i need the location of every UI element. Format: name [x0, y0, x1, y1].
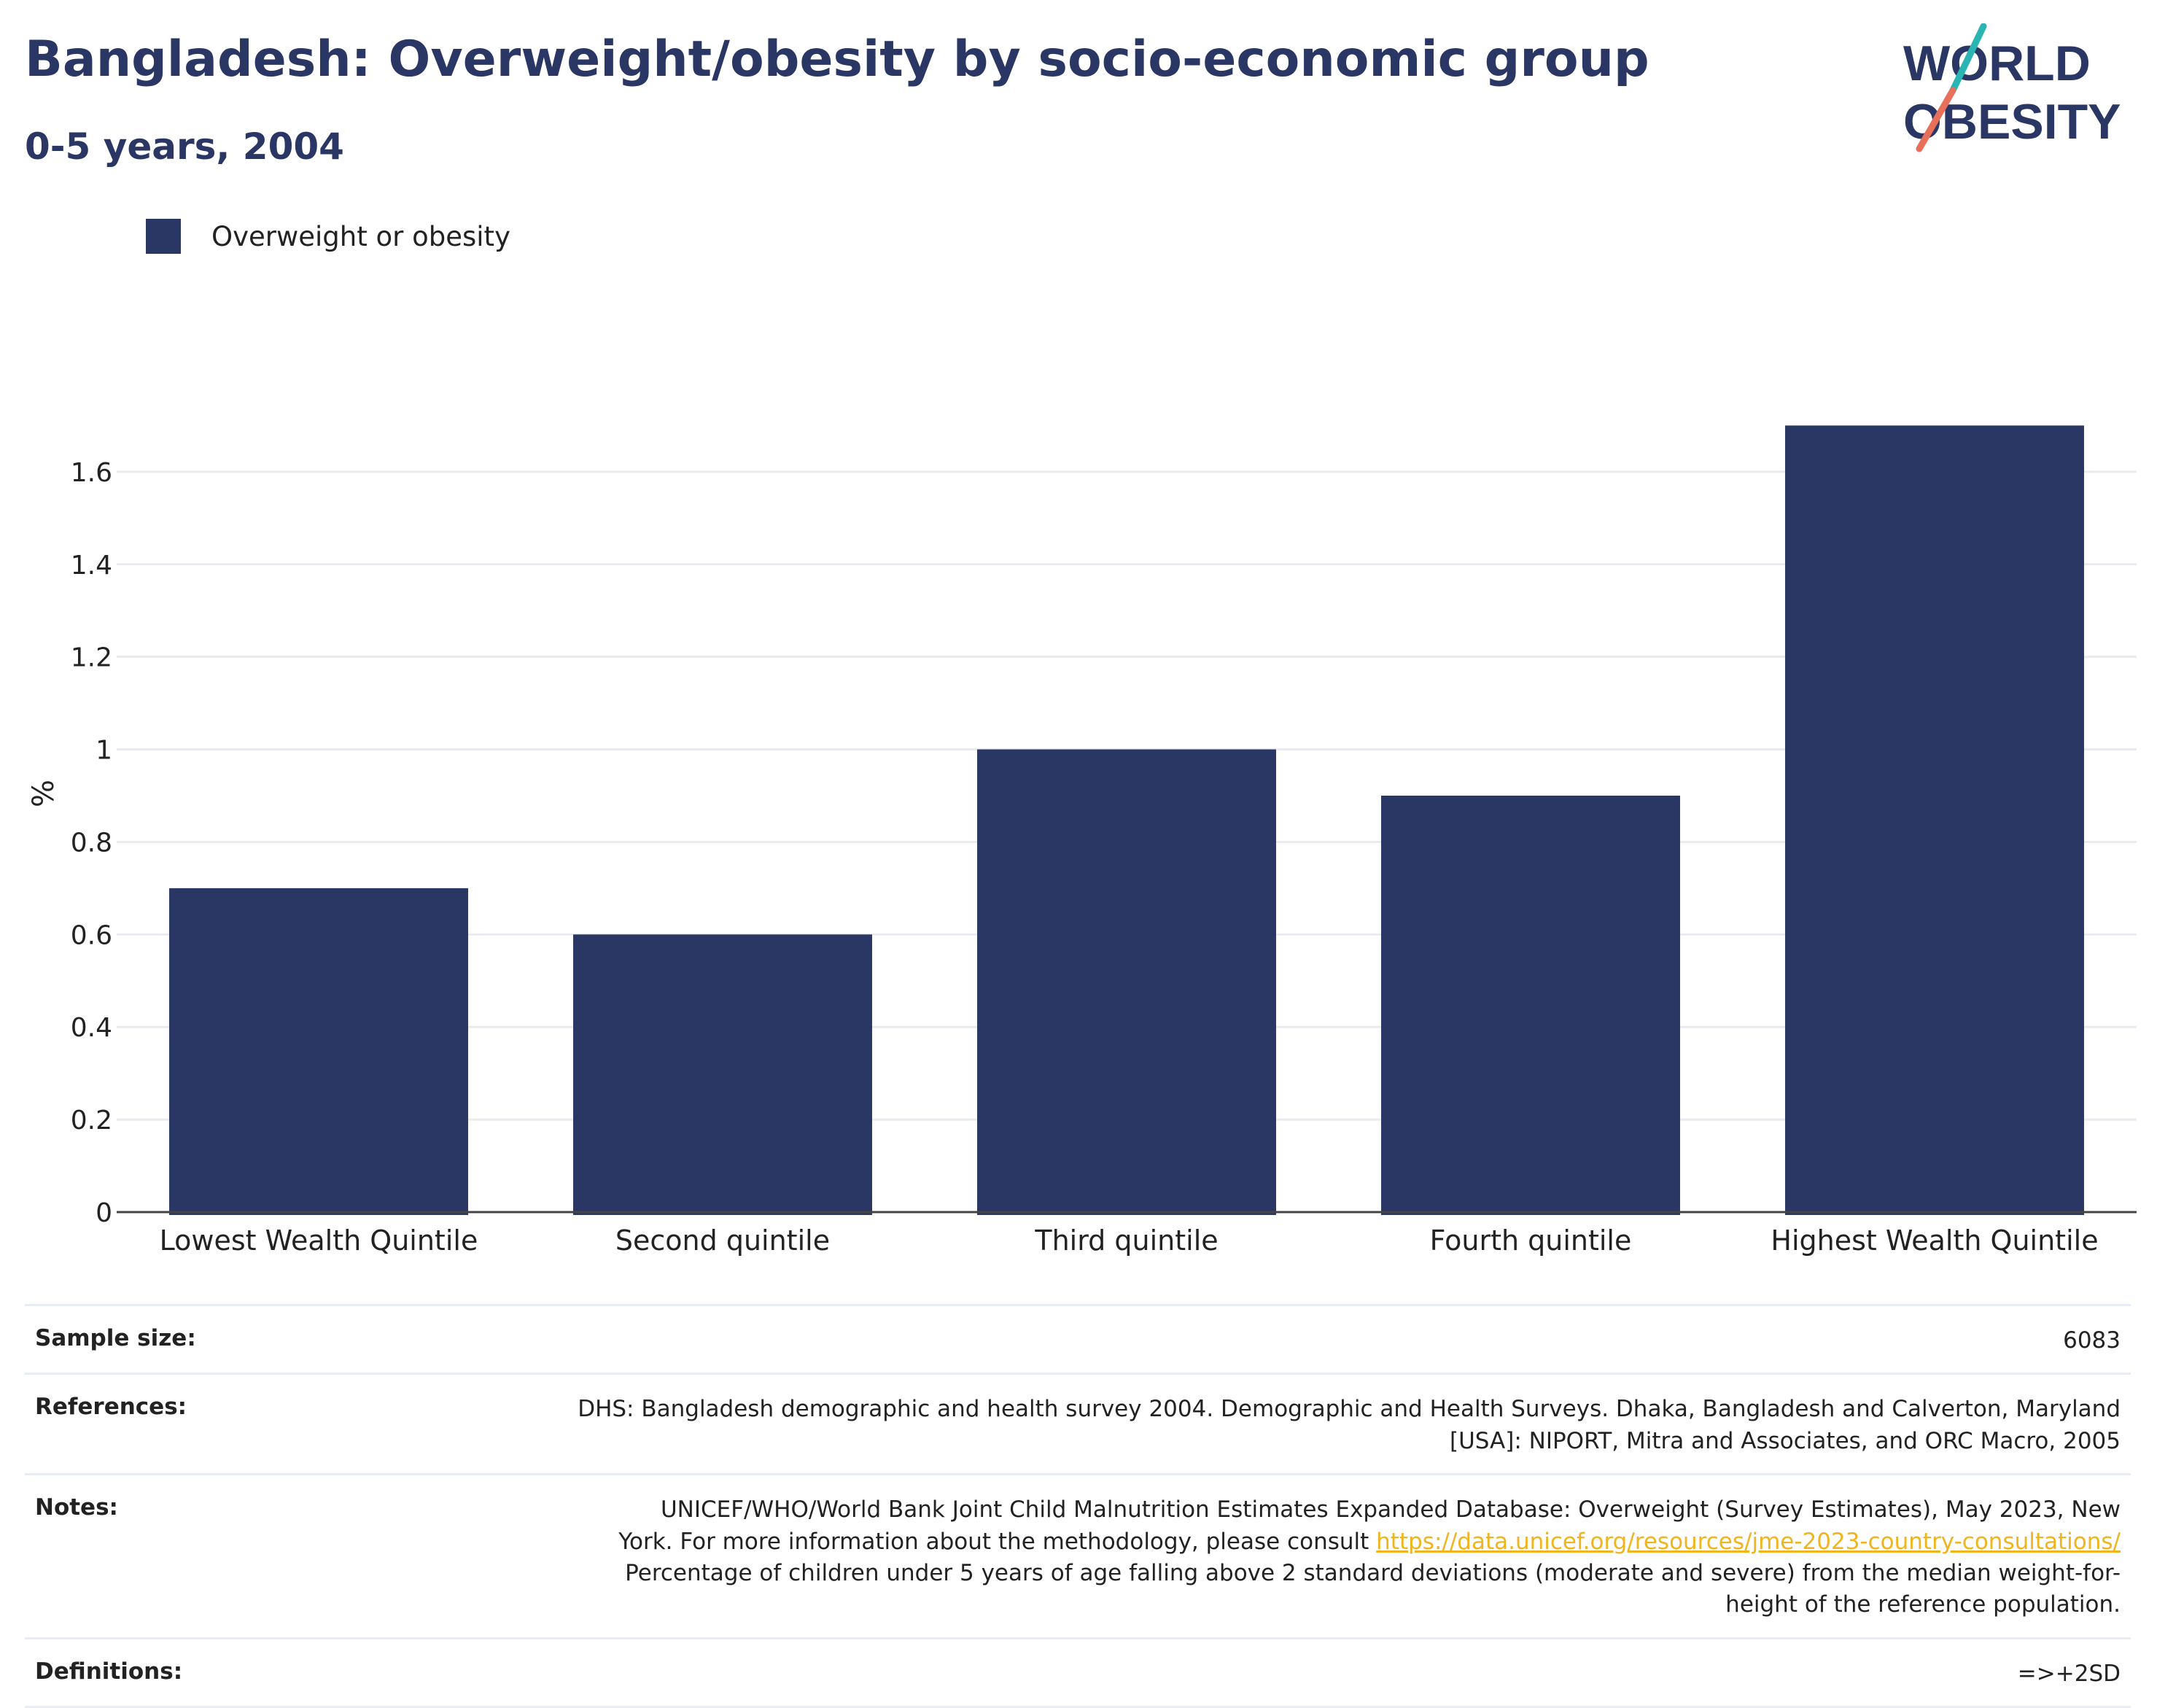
y-tick-label: 0.6 [71, 920, 112, 950]
legend-swatch [146, 219, 181, 254]
notes-line-2: York. For more information about the met… [618, 1526, 2121, 1558]
svg-text:OBESITY: OBESITY [1903, 94, 2121, 150]
bars [169, 425, 2084, 1215]
methodology-link[interactable]: https://data.unicef.org/resources/jme-20… [1376, 1528, 2121, 1555]
legend: Overweight or obesity [146, 217, 510, 255]
y-tick-label: 1 [96, 736, 112, 766]
notes-line-1: UNICEF/WHO/World Bank Joint Child Malnut… [660, 1497, 2121, 1523]
notes-line-2-text: York. For more information about the met… [618, 1528, 1369, 1555]
chart-title: Bangladesh: Overweight/obesity by socio-… [25, 31, 1649, 88]
references-value: DHS: Bangladesh demographic and health s… [578, 1394, 2121, 1457]
definitions-value: =>+2SD [2017, 1660, 2121, 1687]
notes-line-3: Percentage of children under 5 years of … [625, 1559, 2121, 1586]
bar [977, 749, 1276, 1215]
references-line-2: [USA]: NIPORT, Mitra and Associates, and… [1450, 1427, 2121, 1454]
notes-line-4: height of the reference population. [1725, 1591, 2121, 1618]
x-axis-ticks: Lowest Wealth Quintile Second quintile Thi… [160, 1224, 2099, 1257]
bar [1785, 425, 2084, 1215]
bar [1381, 796, 1680, 1215]
references-line-1: DHS: Bangladesh demographic and health s… [578, 1396, 2121, 1423]
y-tick-label: 0.4 [71, 1013, 112, 1043]
info-table: Sample size: 6083 References: DHS: Bangl… [25, 1304, 2131, 1708]
y-axis-ticks: 0 0.2 0.4 0.6 0.8 1 1.2 1.4 1.6 [71, 458, 112, 1228]
x-tick-label: Highest Wealth Quintile [1771, 1224, 2098, 1257]
notes-value: UNICEF/WHO/World Bank Joint Child Malnut… [618, 1494, 2121, 1621]
y-axis-title: % [27, 779, 61, 808]
references-label: References: [35, 1394, 187, 1421]
chart-subtitle: 0-5 years, 2004 [25, 125, 344, 168]
definitions-label: Definitions: [35, 1658, 183, 1685]
y-tick-label: 0.8 [71, 828, 112, 858]
svg-text:WORLD: WORLD [1903, 36, 2091, 91]
x-tick-label: Second quintile [615, 1224, 830, 1257]
bar [573, 934, 872, 1215]
x-tick-label: Fourth quintile [1430, 1224, 1632, 1257]
sample-size-label: Sample size: [35, 1325, 196, 1351]
y-tick-label: 0 [96, 1198, 112, 1228]
sample-size-value: 6083 [2063, 1327, 2121, 1354]
y-tick-label: 1.6 [71, 458, 112, 488]
notes-label: Notes: [35, 1494, 118, 1521]
y-tick-label: 1.4 [71, 551, 112, 581]
bar [169, 888, 468, 1215]
info-row-notes: Notes: UNICEF/WHO/World Bank Joint Child… [25, 1473, 2131, 1637]
x-tick-label: Lowest Wealth Quintile [160, 1224, 478, 1257]
bar-chart: 0 0.2 0.4 0.6 0.8 1 1.2 1.4 1.6 Lowest Wealth Qu… [71, 425, 2137, 1257]
x-tick-label: Third quintile [1034, 1224, 1218, 1257]
info-row-definitions: Definitions: =>+2SD [25, 1637, 2131, 1708]
info-row-references: References: DHS: Bangladesh demographic … [25, 1373, 2131, 1473]
y-tick-label: 1.2 [71, 643, 112, 673]
world-obesity-logo: WORLD OBESITY [1903, 23, 2121, 152]
y-tick-label: 0.2 [71, 1106, 112, 1136]
legend-label: Overweight or obesity [211, 220, 510, 252]
info-row-sample-size: Sample size: 6083 [25, 1304, 2131, 1373]
